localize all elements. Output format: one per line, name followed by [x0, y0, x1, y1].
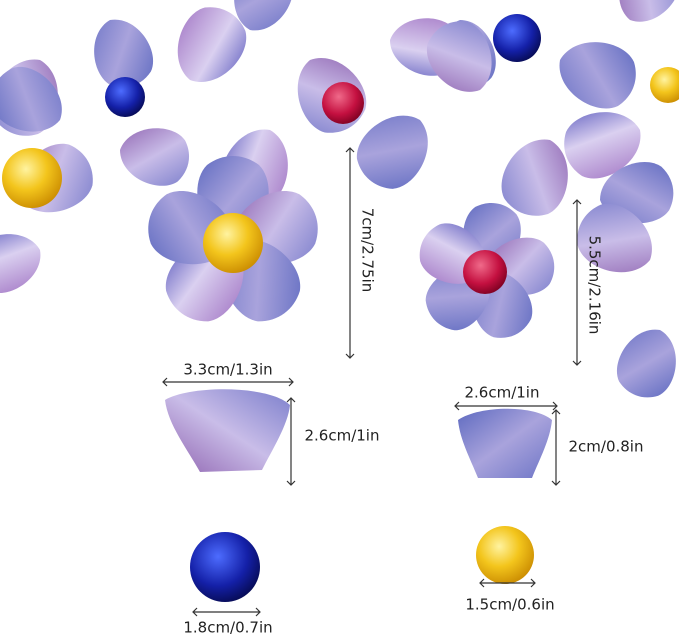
dimension-label: 1.5cm/0.6in [465, 596, 554, 614]
yellow-gem [476, 526, 534, 584]
dimension-label: 2cm/0.8in [569, 438, 644, 456]
dimension-label: 7cm/2.75in [359, 208, 377, 293]
dimension-label: 2.6cm/1in [305, 427, 380, 445]
dimension-label: 3.3cm/1.3in [183, 361, 272, 379]
small-flower [410, 198, 558, 348]
small-petal [458, 408, 552, 478]
dimension-label: 2.6cm/1in [465, 384, 540, 402]
large-flower [139, 156, 327, 335]
background-petals [0, 0, 679, 406]
blue-gem [190, 532, 260, 602]
single-petal [165, 389, 290, 472]
dimension-label: 5.5cm/2.16in [586, 236, 604, 335]
dimension-lines [162, 147, 582, 617]
dimension-label: 1.8cm/0.7in [183, 619, 272, 637]
